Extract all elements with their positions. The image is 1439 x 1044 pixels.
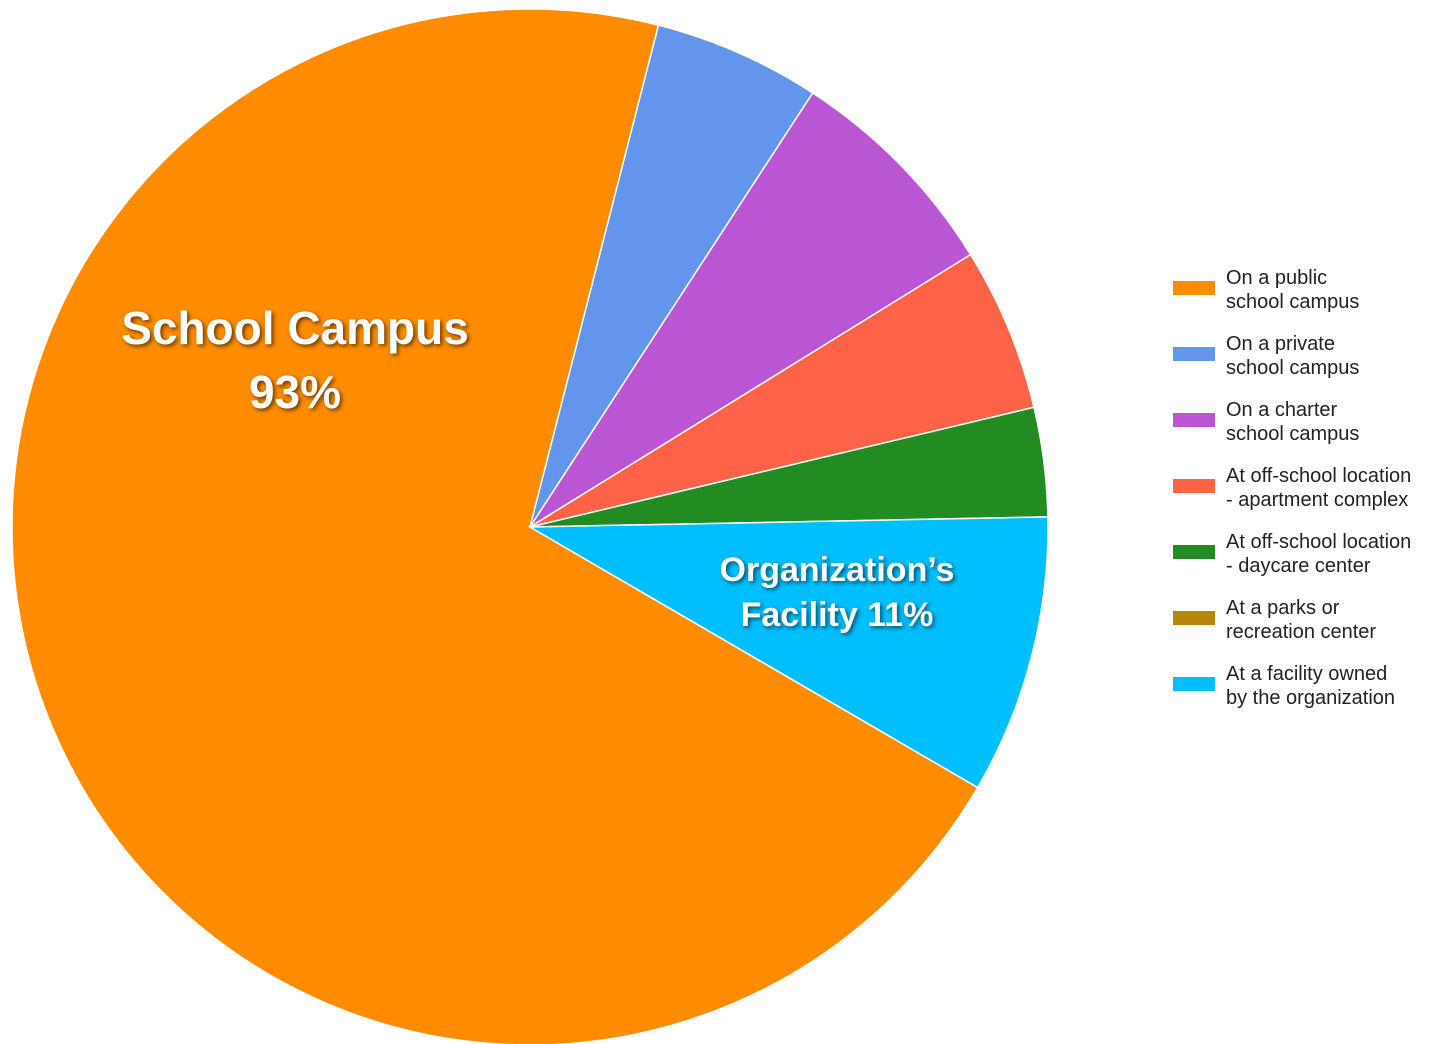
legend-label: At a facility owned by the organization — [1226, 663, 1396, 709]
legend-swatch — [1173, 347, 1215, 361]
legend-swatch — [1173, 611, 1215, 625]
legend-label: At off-school location - apartment compl… — [1226, 465, 1412, 511]
annotation: School Campus 93% — [121, 302, 469, 418]
legend-label: On a private school campus — [1226, 333, 1360, 379]
pie-slice — [529, 24, 814, 528]
legend-swatch — [1173, 281, 1215, 295]
pie-slice — [529, 91, 972, 528]
legend-swatch — [1173, 413, 1215, 427]
pie-slice — [11, 8, 979, 1044]
legend-swatch — [1173, 545, 1215, 559]
pie-slice — [527, 516, 1049, 789]
annotation: Organization’s Facility 11% — [719, 551, 955, 634]
legend-label: On a public school campus — [1226, 267, 1360, 313]
legend-swatch — [1173, 677, 1215, 691]
legend-label: At off-school location - daycare center — [1226, 531, 1412, 577]
legend-label: At a parks or recreation center — [1226, 597, 1377, 643]
legend-swatch — [1173, 479, 1215, 493]
legend-label: On a charter school campus — [1226, 399, 1360, 445]
pie-slice — [529, 253, 1035, 528]
